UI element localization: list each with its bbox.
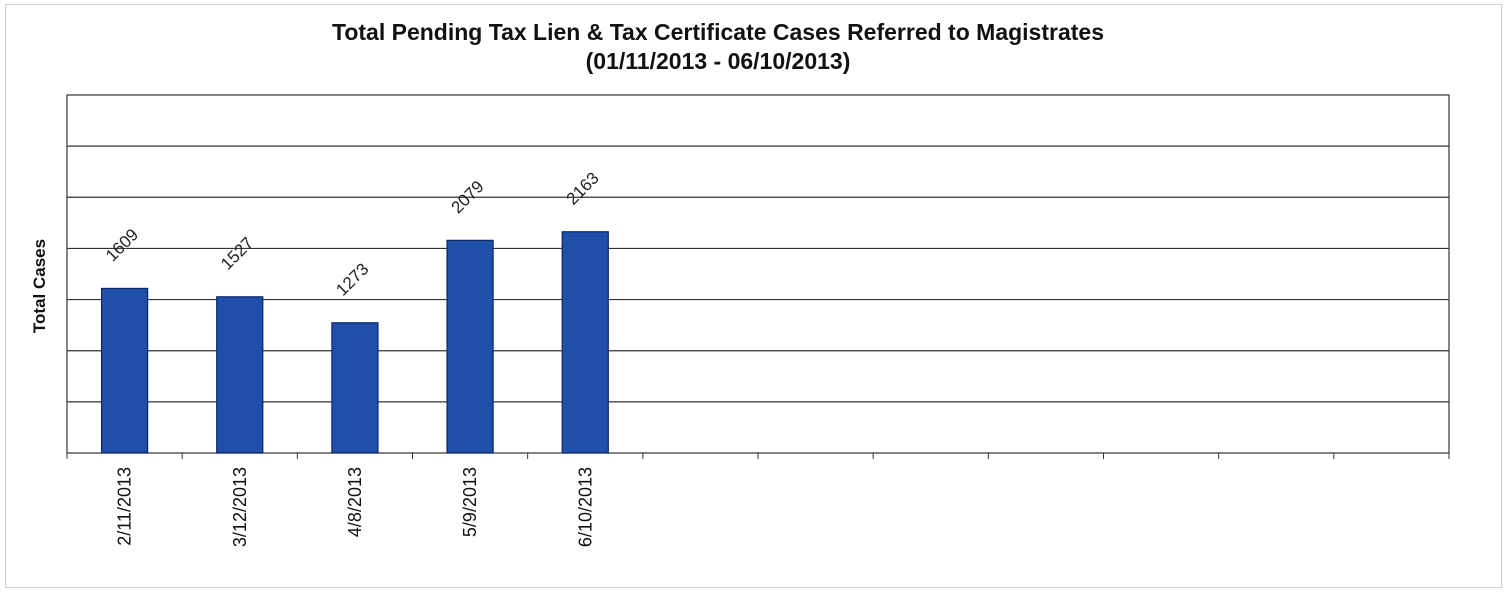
chart-frame bbox=[5, 4, 1502, 588]
x-tick-label: 6/10/2013 bbox=[575, 467, 595, 547]
x-tick-label: 2/11/2013 bbox=[115, 467, 135, 546]
x-tick-label: 5/9/2013 bbox=[460, 467, 480, 537]
bar bbox=[446, 239, 494, 454]
x-tick-labels: 2/11/2013 3/12/2013 4/8/2013 5/9/2013 6/10/2… bbox=[115, 467, 596, 547]
x-tick-label: 3/12/2013 bbox=[230, 467, 250, 547]
x-axis-ticks bbox=[66, 453, 1450, 459]
chart-title-block: Total Pending Tax Lien & Tax Certificate… bbox=[0, 18, 1436, 76]
data-label: 1527 bbox=[217, 233, 257, 273]
bar bbox=[100, 287, 149, 454]
data-label: 1609 bbox=[102, 225, 142, 265]
y-axis-label: Total Cases bbox=[30, 239, 49, 333]
data-label: 1273 bbox=[332, 259, 372, 299]
bars bbox=[100, 231, 609, 454]
data-label: 2163 bbox=[563, 168, 603, 208]
bar bbox=[561, 231, 609, 454]
chart-subtitle: (01/11/2013 - 06/10/2013) bbox=[585, 48, 851, 74]
plot-area bbox=[66, 94, 1450, 454]
bar bbox=[331, 322, 379, 454]
x-tick-label: 4/8/2013 bbox=[345, 467, 365, 537]
chart-title: Total Pending Tax Lien & Tax Certificate… bbox=[332, 19, 1104, 45]
gridlines bbox=[67, 145, 1449, 403]
bar bbox=[216, 296, 264, 454]
